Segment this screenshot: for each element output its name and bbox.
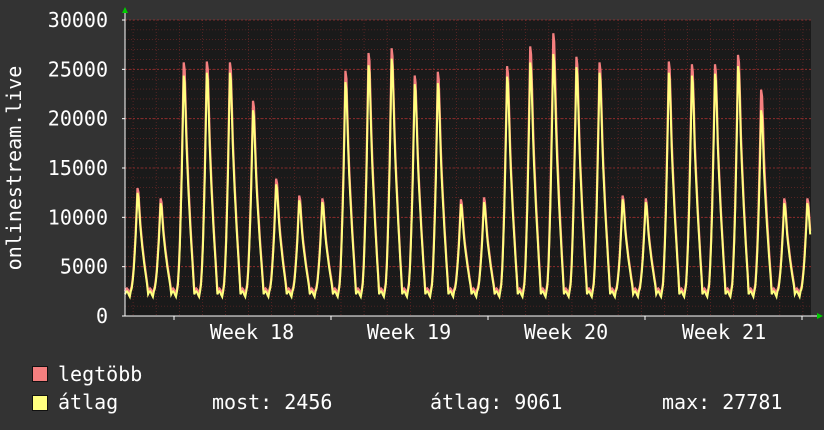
stat-max: max: 27781: [662, 390, 783, 414]
y-tick-label: 15000: [48, 156, 108, 180]
y-tick-label: 30000: [48, 8, 108, 32]
y-tick-label: 20000: [48, 107, 108, 131]
series-avg: [124, 53, 812, 301]
axes: [122, 7, 823, 319]
x-tick-label: Week 20: [524, 320, 608, 344]
x-tick-label: Week 19: [367, 320, 451, 344]
series-line-avg: [124, 53, 812, 301]
legend-swatch-avg: [32, 395, 48, 411]
legend-label-avg: átlag: [58, 390, 119, 414]
stat-now: most: 2456: [212, 390, 333, 414]
legend-swatch-max: [32, 366, 48, 382]
y-tick-label: 25000: [48, 57, 108, 81]
stat-average: átlag: 9061: [430, 390, 563, 414]
y-tick-label: 5000: [60, 255, 108, 279]
x-axis-arrow: [817, 313, 823, 319]
y-tick-label: 10000: [48, 205, 108, 229]
x-tick-label: Week 21: [682, 320, 766, 344]
x-ticks: Week 18 Week 19 Week 20 Week 21: [173, 316, 803, 344]
y-axis-arrow: [122, 7, 128, 13]
legend-label-max: legtöbb: [58, 362, 143, 386]
y-tick-label: 0: [96, 304, 108, 328]
y-ticks: 0 5000 10000 15000 20000 25000 30000: [48, 8, 125, 328]
x-tick-label: Week 18: [210, 320, 294, 344]
y-axis-label: onlinestream.live: [2, 66, 26, 271]
